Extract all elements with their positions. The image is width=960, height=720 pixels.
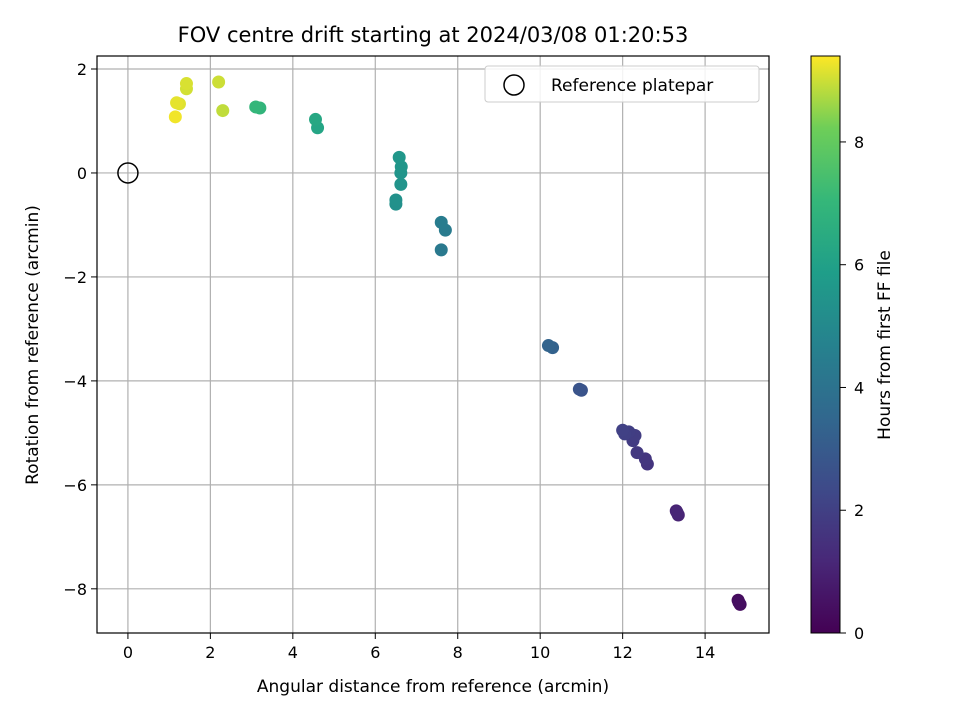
data-point [434, 215, 448, 229]
x-tick-label: 2 [205, 643, 215, 662]
data-point [572, 382, 586, 396]
colorbar-tick-label: 6 [854, 256, 864, 275]
data-point [616, 423, 630, 437]
x-axis-ticks: 0 2 4 6 8 10 12 14 [123, 633, 715, 662]
x-axis-label: Angular distance from reference (arcmin) [257, 677, 609, 697]
reference-point-marker [117, 162, 139, 184]
y-tick-label: −8 [63, 580, 87, 599]
plot-frame [96, 55, 770, 634]
plot-area: 0 2 4 6 8 10 12 14 −8 −6 −4 −2 0 2 [63, 55, 770, 662]
x-tick-label: 4 [288, 643, 298, 662]
data-point [212, 75, 226, 89]
colorbar: 0 2 4 6 8 Hours from first FF file [810, 55, 895, 643]
colorbar-tick-label: 0 [854, 624, 864, 643]
colorbar-label: Hours from first FF file [875, 250, 895, 440]
legend-box [484, 65, 760, 103]
x-tick-label: 12 [612, 643, 632, 662]
colorbar-tick-label: 4 [854, 378, 864, 397]
y-axis-ticks: −8 −6 −4 −2 0 2 [63, 60, 97, 599]
data-point [392, 150, 406, 164]
y-tick-label: −4 [63, 372, 87, 391]
data-point [541, 339, 555, 353]
legend: Reference platepar [484, 65, 760, 103]
data-points [168, 75, 747, 611]
data-point [168, 110, 182, 124]
y-tick-label: −6 [63, 476, 87, 495]
data-point [179, 77, 193, 91]
colorbar-gradient [810, 55, 841, 634]
data-point [434, 243, 448, 257]
colorbar-ticks: 0 2 4 6 8 [840, 133, 864, 643]
legend-marker-open-circle-icon [503, 74, 525, 96]
colorbar-tick-label: 2 [854, 501, 864, 520]
legend-label: Reference platepar [551, 76, 713, 96]
y-tick-label: −2 [63, 268, 87, 287]
y-axis-label: Rotation from reference (arcmin) [23, 205, 43, 485]
x-tick-label: 10 [530, 643, 550, 662]
data-point [249, 100, 263, 114]
x-tick-label: 14 [695, 643, 715, 662]
x-tick-label: 0 [123, 643, 133, 662]
data-point [170, 96, 184, 110]
chart-title: FOV centre drift starting at 2024/03/08 … [178, 23, 689, 47]
data-point [216, 104, 230, 118]
data-point [630, 446, 644, 460]
grid [97, 56, 769, 633]
data-point [670, 505, 684, 519]
data-point [389, 193, 403, 207]
data-point [394, 177, 408, 191]
x-tick-label: 6 [370, 643, 380, 662]
y-tick-label: 2 [77, 60, 87, 79]
y-tick-label: 0 [77, 164, 87, 183]
data-point [309, 112, 323, 126]
data-point [732, 595, 746, 609]
x-tick-label: 8 [453, 643, 463, 662]
colorbar-tick-label: 8 [854, 133, 864, 152]
